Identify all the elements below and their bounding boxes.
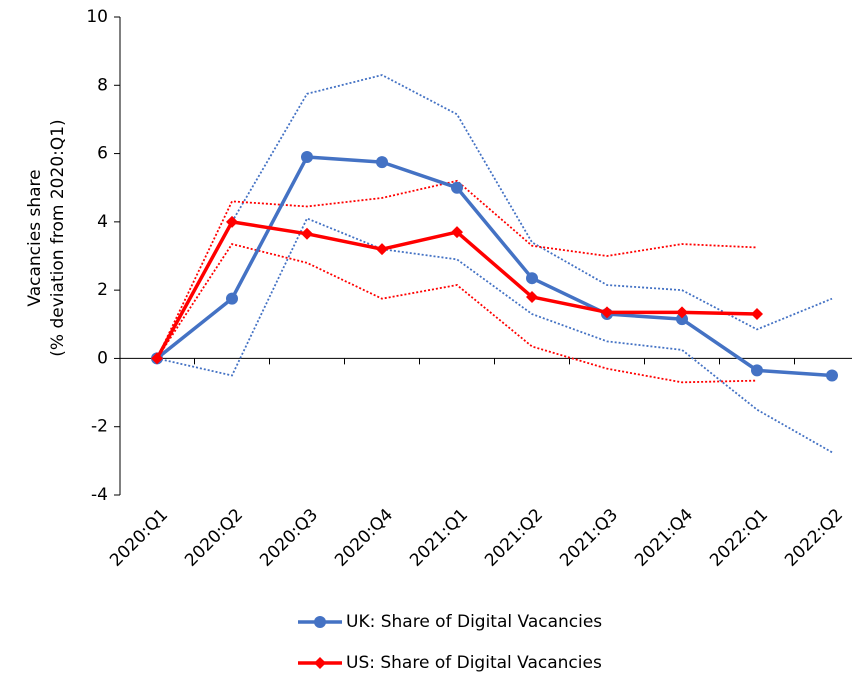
point <box>676 313 688 326</box>
legend-marker <box>314 657 326 669</box>
point <box>676 306 688 319</box>
point <box>751 308 763 321</box>
y-tick-label: 10 <box>86 7 108 27</box>
band-line <box>156 243 758 384</box>
x-tick-label: 2022:Q2 <box>781 505 847 571</box>
point <box>151 352 163 365</box>
point <box>376 156 388 169</box>
y-tick-label: -4 <box>91 485 108 505</box>
y-tick-label: 8 <box>97 75 108 95</box>
point <box>451 226 463 239</box>
x-tick-label: 2022:Q1 <box>706 505 772 571</box>
legend-label: UK: Share of Digital Vacancies <box>346 612 602 632</box>
x-tick-label: 2021:Q4 <box>631 505 697 571</box>
x-tick-label: 2020:Q3 <box>256 505 322 571</box>
point <box>451 181 463 194</box>
point <box>376 243 388 256</box>
point <box>751 364 763 377</box>
y-tick-label: 4 <box>97 212 108 232</box>
y-tick-label: 2 <box>97 280 108 300</box>
point <box>526 272 538 285</box>
y-axis-label: Vacancies share <box>25 169 45 306</box>
x-tick-label: 2021:Q3 <box>556 505 622 571</box>
band-line <box>156 74 833 359</box>
series-line <box>155 220 758 360</box>
point <box>826 369 838 382</box>
point <box>301 227 313 240</box>
band-line <box>156 217 833 454</box>
x-tick-label: 2020:Q2 <box>181 505 247 571</box>
band-line <box>156 179 758 359</box>
legend-marker <box>314 616 326 628</box>
point <box>526 290 538 303</box>
point <box>226 292 238 305</box>
y-axis-label: (% deviation from 2020:Q1) <box>48 119 68 356</box>
x-tick-label: 2021:Q2 <box>481 505 547 571</box>
point <box>301 150 313 163</box>
point <box>226 215 238 228</box>
x-tick-label: 2020:Q4 <box>331 505 397 571</box>
y-tick-label: -2 <box>91 417 108 437</box>
legend-label: US: Share of Digital Vacancies <box>346 653 602 673</box>
y-tick-label: 0 <box>97 348 108 368</box>
y-tick-label: 6 <box>97 144 108 164</box>
x-tick-label: 2021:Q1 <box>406 505 472 571</box>
point <box>601 306 613 319</box>
x-tick-label: 2020:Q1 <box>106 505 172 571</box>
